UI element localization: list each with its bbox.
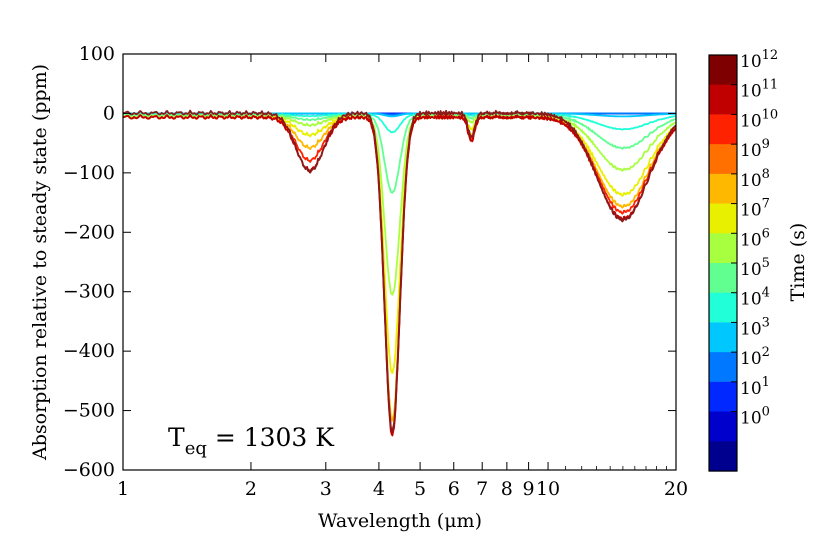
y-tick-labels: 100 0 −100 −200 −300 −400 −500 −600 [63, 43, 115, 481]
x-tick-labels: 1 2 3 4 5 6 7 8 9 10 20 [117, 478, 688, 500]
colorbar-segment [709, 352, 737, 383]
colorbar-segment [709, 114, 737, 145]
series-line [123, 109, 676, 433]
series-layer [123, 109, 676, 437]
x-tick-label: 1 [117, 478, 129, 500]
colorbar-segment [709, 322, 737, 353]
colorbar-tick-label: 1012 [740, 48, 778, 72]
x-tick-label: 6 [448, 478, 460, 500]
x-tick-label: 4 [373, 478, 385, 500]
annotation-base: T [168, 423, 185, 452]
colorbar-segment [709, 144, 737, 175]
colorbar [708, 54, 738, 472]
colorbar-tick-label: 104 [740, 286, 770, 310]
colorbar-tick-label: 100 [740, 405, 770, 429]
colorbar-tick-exponent: 7 [762, 197, 770, 212]
colorbar-tick-label: 1011 [740, 78, 778, 102]
colorbar-segment [709, 381, 737, 413]
colorbar-tick-base: 10 [740, 52, 762, 72]
colorbar-tick-label: 109 [740, 137, 770, 161]
y-tick-label: 100 [79, 43, 115, 65]
colorbar-tick-label: 108 [740, 167, 770, 191]
colorbar-tick-labels: 1012101110101091081071061051041031021011… [740, 48, 778, 429]
y-tick-label: −600 [63, 459, 115, 481]
colorbar-tick-label: 101 [740, 375, 770, 399]
colorbar-tick-label: 105 [740, 256, 770, 280]
colorbar-tick-exponent: 0 [762, 405, 770, 420]
colorbar-tick-exponent: 8 [762, 167, 770, 182]
colorbar-tick-exponent: 4 [762, 286, 770, 301]
colorbar-tick-exponent: 1 [762, 375, 770, 390]
y-tick-label: −100 [63, 162, 115, 184]
colorbar-segment [709, 441, 737, 472]
y-axis-label: Absorption relative to steady state (ppm… [29, 64, 51, 461]
colorbar-tick-base: 10 [740, 409, 762, 429]
y-tick-label: −400 [63, 340, 115, 362]
annotation-value: = 1303 K [207, 423, 335, 452]
colorbar-tick-base: 10 [740, 349, 762, 369]
colorbar-tick-base: 10 [740, 319, 762, 339]
colorbar-tick-base: 10 [740, 111, 762, 131]
colorbar-tick-base: 10 [740, 379, 762, 399]
colorbar-tick-label: 102 [740, 345, 770, 369]
colorbar-tick-base: 10 [740, 171, 762, 191]
x-axis-label: Wavelength (μm) [318, 510, 482, 532]
x-tick-label: 2 [245, 478, 257, 500]
colorbar-tick-exponent: 9 [762, 137, 770, 152]
colorbar-tick-exponent: 10 [762, 107, 779, 122]
colorbar-tick-exponent: 6 [762, 226, 770, 241]
y-tick-label: −300 [63, 281, 115, 303]
x-tick-label: 7 [476, 478, 488, 500]
colorbar-segment [709, 203, 737, 234]
colorbar-segment [709, 411, 737, 442]
colorbar-segment [709, 173, 737, 205]
colorbar-tick-base: 10 [740, 290, 762, 310]
colorbar-tick-exponent: 3 [762, 315, 770, 330]
x-tick-label: 10 [536, 478, 560, 500]
colorbar-segment [709, 233, 737, 264]
colorbar-segment [709, 292, 737, 324]
colorbar-label: Time (s) [787, 223, 809, 302]
colorbar-tick-exponent: 5 [762, 256, 770, 271]
colorbar-tick-base: 10 [740, 141, 762, 161]
colorbar-tick-exponent: 11 [762, 78, 779, 93]
ticks-layer [122, 53, 677, 471]
colorbar-tick-exponent: 2 [762, 345, 770, 360]
y-tick-label: 0 [103, 102, 115, 124]
colorbar-tick-base: 10 [740, 230, 762, 250]
x-tick-label: 20 [664, 478, 688, 500]
colorbar-segment [709, 84, 737, 116]
colorbar-tick-base: 10 [740, 260, 762, 280]
colorbar-tick-label: 106 [740, 226, 770, 250]
colorbar-tick-exponent: 12 [762, 48, 779, 63]
colorbar-tick-label: 107 [740, 197, 770, 221]
x-tick-label: 5 [414, 478, 426, 500]
colorbar-tick-label: 1010 [740, 107, 778, 131]
colorbar-tick-label: 103 [740, 315, 770, 339]
y-tick-label: −200 [63, 221, 115, 243]
plot-frame [122, 53, 677, 471]
temperature-annotation: Teq = 1303 K [168, 423, 335, 459]
colorbar-tick-base: 10 [740, 201, 762, 221]
x-tick-label: 3 [320, 478, 332, 500]
colorbar-segment [709, 263, 737, 294]
x-tick-label: 8 [501, 478, 513, 500]
x-tick-label: 9 [523, 478, 535, 500]
y-tick-label: −500 [63, 400, 115, 422]
colorbar-segment [709, 55, 737, 86]
annotation-subscript: eq [185, 438, 207, 459]
colorbar-tick-base: 10 [740, 82, 762, 102]
